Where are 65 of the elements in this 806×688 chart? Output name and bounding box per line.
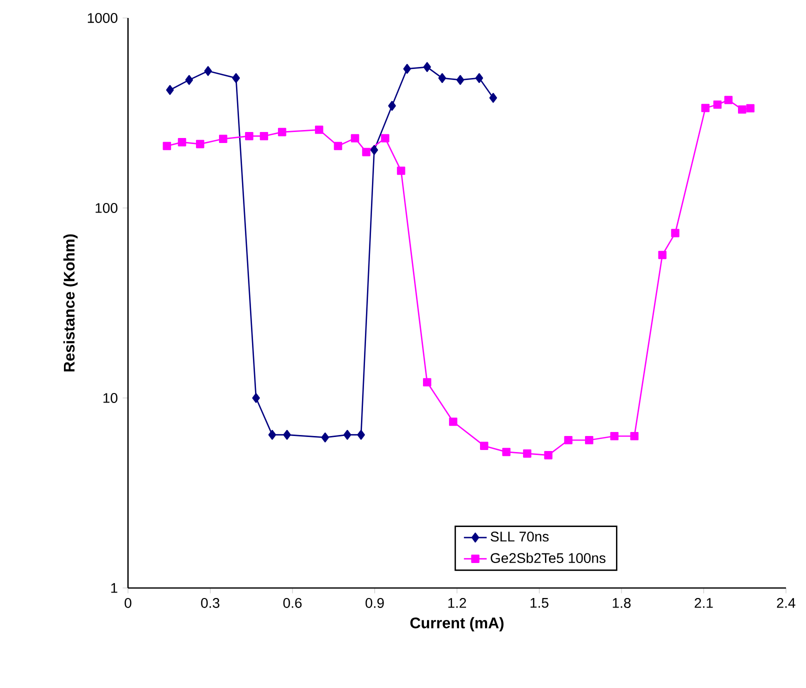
point: [403, 64, 411, 74]
x-tick-label: 0: [124, 598, 132, 608]
point: [283, 430, 291, 440]
point: [480, 442, 488, 450]
point: [544, 451, 552, 460]
point: [252, 393, 260, 403]
point: [370, 145, 378, 155]
point: [724, 96, 733, 104]
point: [738, 105, 746, 114]
point: [475, 73, 484, 83]
y-tick-label: 1: [111, 583, 118, 593]
point: [334, 142, 342, 150]
point: [178, 138, 186, 146]
point: [232, 73, 240, 83]
point: [357, 430, 365, 440]
x-tick-label: 1.5: [530, 598, 548, 608]
point: [449, 418, 458, 426]
x-tick-label: 0.9: [366, 598, 384, 608]
x-axis-title: Current (mA): [410, 617, 504, 632]
point: [185, 75, 194, 85]
point: [268, 430, 276, 440]
point: [314, 126, 324, 134]
x-tick-label: 2.4: [776, 598, 796, 608]
point: [350, 134, 360, 142]
x-tick-label: 1.2: [448, 598, 466, 608]
point: [196, 140, 204, 148]
y-axis-title: Resistance (Kohm): [63, 234, 78, 372]
x-tick-label: 2.1: [694, 598, 713, 608]
point: [585, 436, 594, 444]
point: [422, 378, 432, 386]
point: [564, 436, 572, 444]
legend-label: Ge2Sb2Te5 100ns: [490, 552, 606, 564]
point: [610, 432, 619, 440]
x-tick-label: 0.6: [283, 598, 302, 608]
point: [162, 142, 172, 150]
point: [502, 448, 510, 456]
point: [658, 250, 666, 260]
x-tick-label: 0.3: [201, 598, 220, 608]
point: [671, 228, 680, 238]
point: [321, 432, 330, 442]
legend-label: SLL 70ns: [490, 532, 549, 542]
point: [219, 134, 228, 144]
point: [713, 100, 722, 109]
point: [388, 100, 396, 111]
point: [630, 432, 639, 440]
x-tick-label: 1.8: [612, 598, 631, 608]
point: [489, 92, 498, 103]
point: [701, 104, 710, 112]
point: [381, 134, 390, 142]
point: [343, 430, 352, 440]
point: [278, 128, 286, 136]
point: [166, 85, 174, 95]
point: [456, 75, 464, 85]
y-tick-label: 1000: [88, 13, 118, 23]
point: [423, 62, 431, 72]
point: [260, 132, 268, 140]
point: [746, 104, 754, 112]
point: [362, 148, 370, 156]
point: [396, 166, 406, 175]
y-tick-label: 10: [103, 393, 118, 403]
point: [245, 132, 254, 140]
point: [523, 449, 532, 458]
y-tick-label: 100: [96, 203, 118, 213]
point: [438, 73, 446, 83]
point: [204, 66, 212, 76]
